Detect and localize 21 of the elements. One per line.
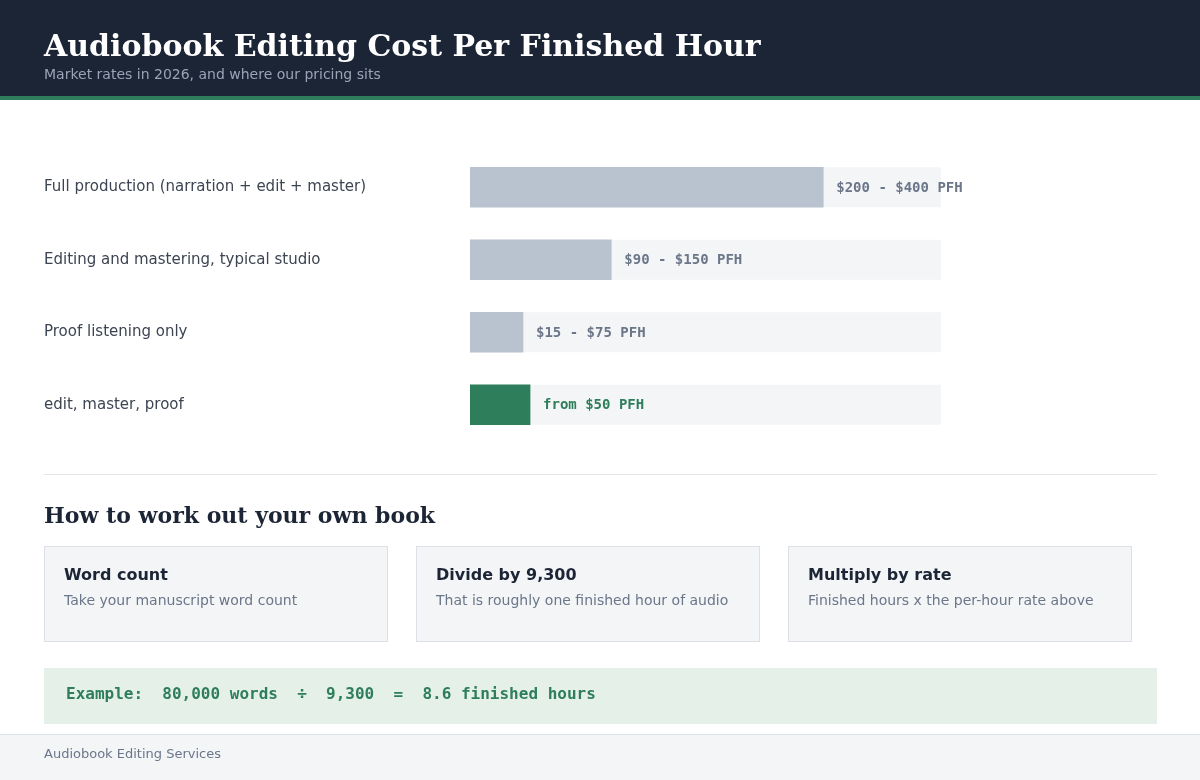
annotation: from $50 PFH: [543, 396, 645, 413]
text: Word count: [64, 565, 168, 585]
text: That is roughly one finished hour of audio: [436, 591, 729, 609]
annotation: $90 - $150 PFH: [624, 251, 743, 268]
annotation: $15 - $75 PFH: [535, 323, 646, 340]
text: Multiply by rate: [808, 565, 952, 585]
text: Example: 80,000 words ÷ 9,300 = 8.6 finished hours: [66, 684, 596, 704]
text: Market rates in 2026, and where our pricing sits: [44, 65, 381, 83]
y-tick-label: Editing and mastering, typical studio: [44, 249, 321, 268]
chart-title: Audiobook Editing Cost Per Finished Hour: [44, 28, 761, 64]
bar: [470, 384, 531, 426]
text: Take your manuscript word count: [64, 591, 298, 609]
y-tick-label: Full production (narration + edit + master): [44, 177, 367, 196]
y-tick-label: edit, master, proof: [44, 394, 185, 413]
text: Finished hours x the per-hour rate above: [808, 591, 1094, 609]
text: How to work out your own book: [44, 502, 436, 528]
bar: [470, 311, 524, 353]
y-tick-label: Proof listening only: [44, 322, 188, 341]
text: Audiobook Editing Services: [44, 746, 221, 762]
text: $200 - $400 PFH: [836, 178, 963, 195]
text: Divide by 9,300: [436, 565, 577, 585]
